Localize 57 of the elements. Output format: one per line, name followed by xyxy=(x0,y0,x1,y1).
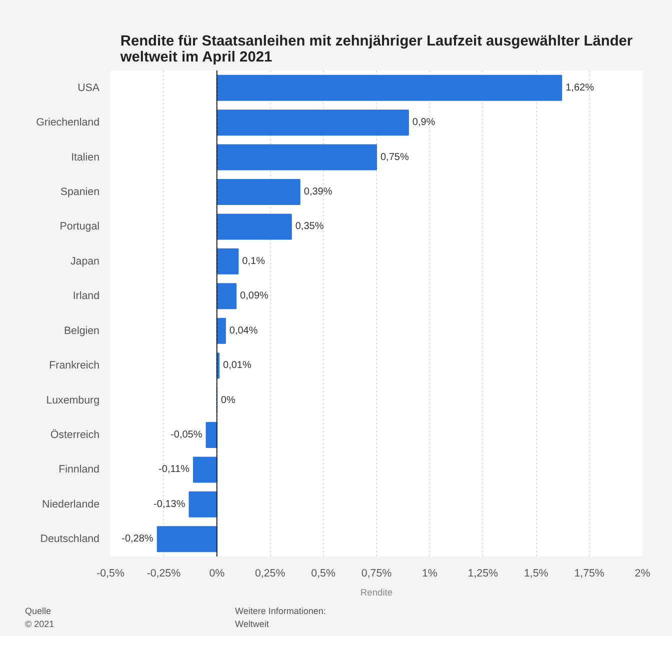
x-tick-label: 1,5% xyxy=(524,568,549,580)
text: Weltweit xyxy=(235,618,269,629)
bar xyxy=(216,110,409,136)
x-tick-label: 2% xyxy=(634,568,651,580)
y-tick-label: Spanien xyxy=(60,186,100,198)
data-label: 0,35% xyxy=(295,221,324,232)
y-tick-label: Griechenland xyxy=(36,116,100,129)
y-tick-label: Deutschland xyxy=(40,533,100,546)
data-label: 0,09% xyxy=(240,290,269,302)
bar xyxy=(156,526,218,552)
bar xyxy=(216,179,300,205)
bar xyxy=(188,491,218,518)
bar xyxy=(216,144,377,170)
bar xyxy=(192,456,218,483)
y-tick-label: Österreich xyxy=(50,429,100,441)
y-tick-label: Italien xyxy=(71,151,100,164)
data-label: -0,28% xyxy=(122,534,154,545)
y-tick-label: Irland xyxy=(72,290,100,302)
bar xyxy=(216,74,562,101)
y-tick-label: Luxemburg xyxy=(46,394,100,406)
data-label: 0,75% xyxy=(380,152,409,163)
bar xyxy=(216,318,226,344)
y-tick-label: Frankreich xyxy=(49,360,100,372)
data-label: -0,11% xyxy=(158,464,190,476)
y-tick-label: Belgien xyxy=(64,324,100,337)
x-tick-label: 1,25% xyxy=(468,568,499,580)
data-label: -0,05% xyxy=(170,430,202,440)
data-label: 0,39% xyxy=(304,186,332,198)
data-label: 0,9% xyxy=(412,117,436,128)
data-label: 0,01% xyxy=(223,360,252,372)
data-label: -0,13% xyxy=(154,498,186,510)
data-label: 1,62% xyxy=(566,82,594,94)
x-tick-label: -0,25% xyxy=(146,568,182,580)
data-label: 0,04% xyxy=(229,325,258,336)
y-tick-label: Japan xyxy=(70,255,100,268)
text: Quelle xyxy=(25,606,52,616)
bar xyxy=(216,214,292,240)
y-tick-label: Finnland xyxy=(58,464,100,476)
x-tick-label: 0% xyxy=(209,568,226,580)
y-tick-label: Niederlande xyxy=(42,498,100,510)
y-tick-label: Portugal xyxy=(60,220,100,233)
x-tick-label: 1,75% xyxy=(574,568,605,580)
text: © 2021 xyxy=(25,618,54,629)
data-label: 0,1% xyxy=(242,256,266,267)
data-label: 0% xyxy=(220,394,236,406)
x-tick-label: 0,25% xyxy=(254,568,286,580)
text: Weitere Informationen: xyxy=(235,606,326,616)
x-axis-title: Rendite xyxy=(360,588,393,598)
chart-title: Rendite für Staatsanleihen mit zehnjähriger Laufzeit ausgewählter Länder weltweit im April 2021 xyxy=(119,34,633,66)
x-tick-label: 1% xyxy=(422,568,438,580)
bar xyxy=(206,422,218,448)
bar xyxy=(216,248,239,274)
bar xyxy=(216,283,237,310)
x-tick-label: 0,5% xyxy=(311,568,336,580)
y-tick-label: USA xyxy=(78,82,100,94)
x-tick-label: 0,75% xyxy=(361,568,392,580)
x-tick-label: -0,5% xyxy=(96,568,125,580)
